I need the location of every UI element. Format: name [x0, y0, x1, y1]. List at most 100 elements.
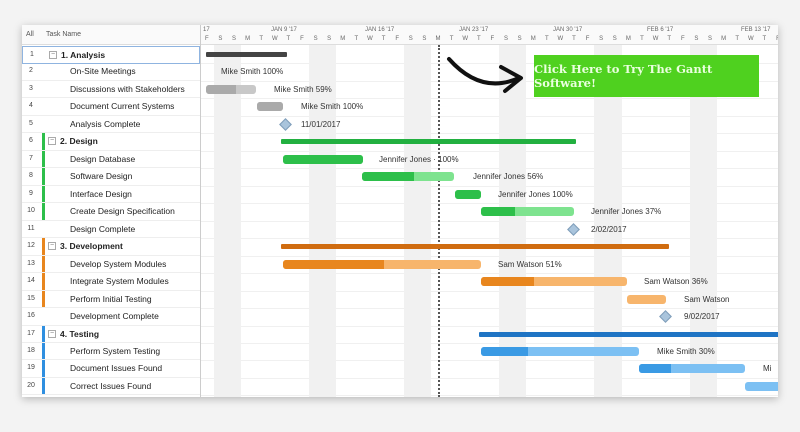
task-row[interactable]: 9 Interface Design [22, 185, 200, 204]
day-letter: S [707, 36, 712, 42]
select-all[interactable]: All [26, 31, 34, 38]
progress-fill [481, 277, 534, 287]
day-letter: S [422, 36, 427, 42]
day-letter: T [735, 36, 740, 42]
task-row[interactable]: 4 Document Current Systems [22, 98, 200, 116]
task-row[interactable]: 1 −1. Analysis [22, 46, 200, 64]
task-bar[interactable] [283, 259, 481, 269]
weekend-shade [499, 45, 527, 397]
task-row[interactable]: 20 Correct Issues Found [22, 377, 200, 396]
grid-line [201, 377, 778, 379]
progress-fill [639, 364, 671, 374]
row-number: 10 [27, 207, 35, 215]
day-letter: F [395, 36, 400, 42]
task-bar[interactable] [206, 84, 256, 94]
task-bar-label: Jennifer Jones 56% [473, 172, 544, 182]
task-bar[interactable] [481, 207, 574, 217]
summary-bar[interactable] [281, 139, 576, 145]
day-letter: T [640, 36, 644, 42]
task-row[interactable]: 7 Design Database [22, 150, 200, 169]
task-bar[interactable] [481, 277, 627, 287]
task-row[interactable]: 2 On-Site Meetings [22, 63, 200, 81]
task-row[interactable]: 8 Software Design [22, 168, 200, 186]
task-bar[interactable] [745, 381, 778, 391]
week-label: JAN 9 '17 [271, 27, 297, 33]
group-color-bar [42, 342, 45, 360]
task-bar-label: Mike Smith 100% [301, 102, 364, 112]
task-row[interactable]: 10 Create Design Specification [22, 203, 200, 221]
task-row[interactable]: 5 Analysis Complete [22, 116, 200, 134]
arrow-icon [447, 57, 523, 93]
task-row[interactable]: 11 Design Complete [22, 221, 200, 239]
day-letter: M [721, 36, 727, 42]
grid-line [201, 185, 778, 187]
task-bar[interactable] [627, 294, 666, 304]
progress-fill [206, 84, 236, 94]
task-bar[interactable] [257, 102, 283, 112]
day-letter: W [557, 36, 564, 42]
task-row[interactable]: 6 −2. Design [22, 133, 200, 151]
collapse-icon[interactable]: − [49, 51, 57, 59]
task-name-header[interactable]: Task Name [46, 31, 82, 38]
collapse-icon[interactable]: − [48, 329, 56, 338]
day-letter: M [625, 36, 631, 42]
task-row[interactable]: 3 Discussions with Stakeholders [22, 81, 200, 99]
task-row[interactable]: 14 Integrate System Modules [22, 273, 200, 291]
task-bar-label: 2/02/2017 [591, 224, 627, 234]
task-bar-label: Jennifer Jones 37% [591, 207, 662, 217]
row-number: 13 [27, 259, 35, 267]
task-row[interactable]: 19 Document Issues Found [22, 360, 200, 378]
task-row[interactable]: 16 Development Complete [22, 308, 200, 326]
day-letter: T [354, 36, 359, 42]
task-name: Design Complete [70, 223, 136, 234]
task-bar[interactable] [455, 189, 481, 199]
row-number: 2 [29, 67, 33, 75]
task-bar[interactable] [481, 346, 639, 356]
gantt-panel: All Task Name 1−1. Analysis 2 On-Site Meet… [22, 25, 778, 397]
group-color-bar [42, 168, 45, 185]
day-letter: M [340, 36, 346, 42]
summary-bar[interactable] [206, 52, 287, 57]
task-bar[interactable] [283, 154, 363, 164]
task-bar-label: Sam Watson 51% [498, 259, 562, 269]
progress-fill [257, 102, 283, 112]
day-letter: T [667, 36, 672, 42]
group-color-bar [42, 203, 45, 220]
collapse-icon[interactable]: − [48, 137, 56, 146]
task-name: Develop System Modules [70, 258, 167, 269]
task-row[interactable]: 13 Develop System Modules [22, 255, 200, 274]
task-bar-label: Jennifer Jones 100% [498, 189, 573, 199]
grid-line [201, 255, 778, 257]
progress-fill [481, 207, 516, 217]
task-bar[interactable] [639, 364, 745, 374]
row-number: 17 [27, 329, 35, 337]
task-bar-label: Mi [763, 364, 772, 374]
week-label-partial: 17 [203, 27, 210, 33]
row-number: 7 [29, 154, 33, 162]
progress-fill [455, 189, 481, 199]
task-bar[interactable] [362, 172, 454, 182]
task-bar-label: 11/01/2017 [301, 119, 341, 129]
task-name: 4. Testing [60, 328, 100, 339]
group-color-bar [42, 377, 45, 395]
grid-line [201, 203, 778, 205]
day-letter: F [585, 36, 590, 42]
group-color-bar [42, 325, 45, 343]
task-row[interactable]: 18 Perform System Testing [22, 342, 200, 361]
day-letter: T [572, 36, 576, 42]
task-name: Software Design [70, 171, 133, 182]
day-letter: T [259, 36, 264, 42]
weekend-shade [213, 45, 241, 397]
summary-bar[interactable] [479, 331, 778, 337]
task-row[interactable]: 15 Perform Initial Testing [22, 290, 200, 309]
row-number: 8 [29, 172, 33, 180]
task-row[interactable]: 17 −4. Testing [22, 325, 200, 344]
day-letter: F [490, 36, 495, 42]
week-label: FEB 13 '17 [741, 27, 771, 33]
task-row[interactable]: 12 −3. Development [22, 238, 200, 256]
summary-bar[interactable] [281, 244, 669, 250]
collapse-icon[interactable]: − [48, 242, 56, 251]
group-color-bar [42, 185, 45, 203]
try-gantt-software-button[interactable]: Click Here to Try The Gantt Software! [534, 55, 759, 97]
weekend-shade [689, 45, 717, 397]
